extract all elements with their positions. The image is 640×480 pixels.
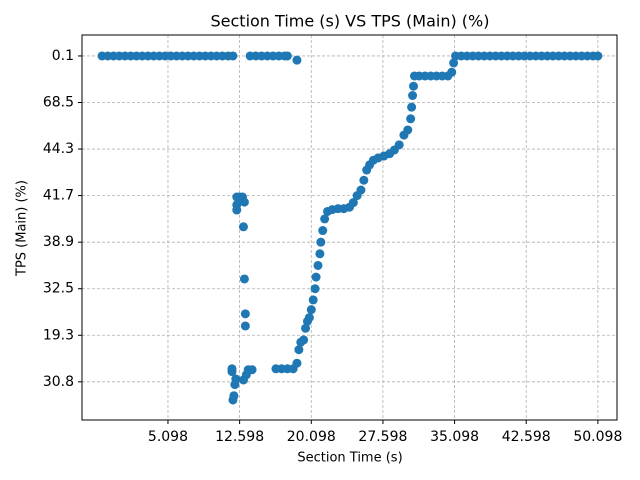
scatter-point: [316, 237, 326, 247]
scatter-point: [229, 391, 239, 401]
scatter-point: [227, 367, 237, 377]
scatter-point: [294, 345, 304, 355]
plot-frame: [81, 34, 618, 421]
chart-title: Section Time (s) VS TPS (Main) (%): [211, 12, 490, 31]
scatter-point: [447, 67, 457, 77]
scatter-point: [231, 374, 241, 384]
scatter-point: [292, 358, 302, 368]
x-tick-label: 50.098: [573, 429, 622, 445]
y-tick-label: 0.1: [52, 48, 74, 64]
x-tick-label: 5.098: [148, 429, 188, 445]
x-tick-label: 12.598: [215, 429, 264, 445]
y-tick-label: 44.3: [43, 141, 74, 157]
scatter-point: [240, 321, 250, 331]
scatter-point: [301, 323, 311, 333]
scatter-point: [403, 125, 413, 135]
scatter-point: [406, 114, 416, 124]
scatter-point: [356, 185, 366, 195]
y-tick-label: 30.8: [43, 374, 74, 390]
scatter-point: [320, 214, 330, 224]
scatter-point: [313, 260, 323, 270]
scatter-point: [282, 51, 292, 61]
scatter-point: [359, 175, 369, 185]
y-axis-label: TPS (Main) (%): [15, 180, 30, 277]
scatter-point: [308, 295, 318, 305]
scatter-point: [394, 140, 404, 150]
scatter-point: [292, 55, 302, 65]
scatter-point: [306, 305, 316, 315]
scatter-point: [310, 284, 320, 294]
scatter-point: [238, 222, 248, 232]
x-tick-label: 42.598: [502, 429, 551, 445]
scatter-point: [449, 58, 459, 68]
scatter-point: [247, 365, 257, 375]
scatter-point: [315, 249, 325, 259]
scatter-point: [311, 272, 321, 282]
scatter-point: [348, 198, 358, 208]
scatter-point: [239, 274, 249, 284]
scatter-point: [240, 309, 250, 319]
scatter-point: [304, 313, 314, 323]
y-tick-label: 68.5: [43, 95, 74, 111]
x-tick-label: 27.598: [358, 429, 407, 445]
scatter-point: [228, 51, 238, 61]
scatter-point: [409, 81, 419, 91]
scatter-point: [407, 102, 417, 112]
y-tick-label: 38.9: [43, 234, 74, 250]
y-tick-label: 41.7: [43, 188, 74, 204]
scatter-point: [299, 335, 309, 345]
scatter-point: [593, 51, 603, 61]
scatter-point: [232, 205, 242, 215]
scatter-point: [408, 91, 418, 101]
scatter-point: [239, 197, 249, 207]
x-tick-label: 35.098: [430, 429, 479, 445]
x-axis-label: Section Time (s): [297, 451, 402, 466]
scatter-point: [318, 226, 328, 236]
y-tick-label: 19.3: [43, 327, 74, 343]
x-tick-label: 20.098: [287, 429, 336, 445]
y-tick-label: 32.5: [43, 281, 74, 297]
